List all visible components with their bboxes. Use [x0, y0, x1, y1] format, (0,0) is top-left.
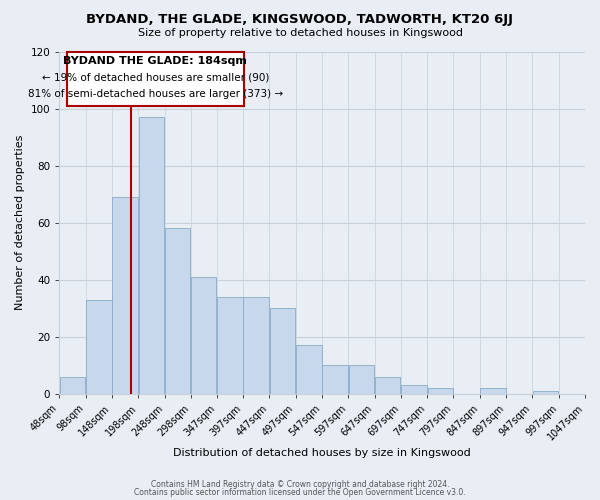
Bar — [112, 197, 138, 394]
Bar — [533, 391, 558, 394]
Bar — [165, 228, 190, 394]
Bar — [191, 277, 216, 394]
Bar — [60, 376, 85, 394]
Bar — [480, 388, 506, 394]
Text: Size of property relative to detached houses in Kingswood: Size of property relative to detached ho… — [137, 28, 463, 38]
Y-axis label: Number of detached properties: Number of detached properties — [15, 135, 25, 310]
Text: Contains HM Land Registry data © Crown copyright and database right 2024.: Contains HM Land Registry data © Crown c… — [151, 480, 449, 489]
Bar — [244, 297, 269, 394]
Text: BYDAND THE GLADE: 184sqm: BYDAND THE GLADE: 184sqm — [64, 56, 247, 66]
Bar — [428, 388, 453, 394]
Bar — [139, 117, 164, 394]
Text: 81% of semi-detached houses are larger (373) →: 81% of semi-detached houses are larger (… — [28, 88, 283, 99]
Text: BYDAND, THE GLADE, KINGSWOOD, TADWORTH, KT20 6JJ: BYDAND, THE GLADE, KINGSWOOD, TADWORTH, … — [86, 12, 514, 26]
Bar — [322, 365, 348, 394]
Bar — [375, 376, 400, 394]
Bar — [86, 300, 112, 394]
Bar — [269, 308, 295, 394]
Bar — [401, 385, 427, 394]
Bar — [349, 365, 374, 394]
Bar — [296, 346, 322, 394]
Text: Contains public sector information licensed under the Open Government Licence v3: Contains public sector information licen… — [134, 488, 466, 497]
Bar — [217, 297, 242, 394]
FancyBboxPatch shape — [67, 52, 244, 106]
Text: ← 19% of detached houses are smaller (90): ← 19% of detached houses are smaller (90… — [41, 73, 269, 83]
X-axis label: Distribution of detached houses by size in Kingswood: Distribution of detached houses by size … — [173, 448, 471, 458]
